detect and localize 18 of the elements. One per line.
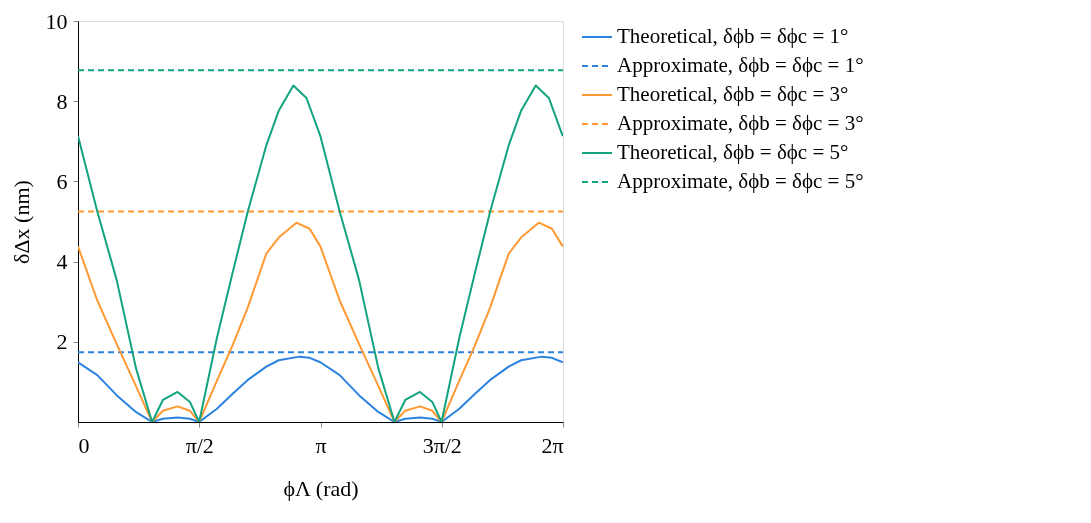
x-tick-label: 2π [541,432,564,458]
y-tick-label: 2 [56,329,68,355]
x-tick-label: π/2 [185,432,214,458]
y-tick-label: 8 [56,88,68,114]
legend-label: Approximate, δϕb = δϕc = 3° [617,111,864,135]
y-tick-label: 6 [56,168,68,194]
legend-label: Theoretical, δϕb = δϕc = 3° [617,82,849,106]
x-tick-label: 0 [78,432,90,458]
x-tick-label: π [315,432,327,458]
y-tick-label: 10 [45,8,68,34]
legend-label: Theoretical, δϕb = δϕc = 1° [617,24,849,48]
y-tick-label: 4 [56,249,68,275]
legend-label: Approximate, δϕb = δϕc = 5° [617,169,864,193]
legend-label: Theoretical, δϕb = δϕc = 5° [617,140,849,164]
y-axis-title: δΔx (nm) [8,180,34,264]
x-axis-title: ϕΛ (rad) [283,475,359,501]
legend-label: Approximate, δϕb = δϕc = 1° [617,53,864,77]
x-tick-label: 3π/2 [422,432,462,458]
